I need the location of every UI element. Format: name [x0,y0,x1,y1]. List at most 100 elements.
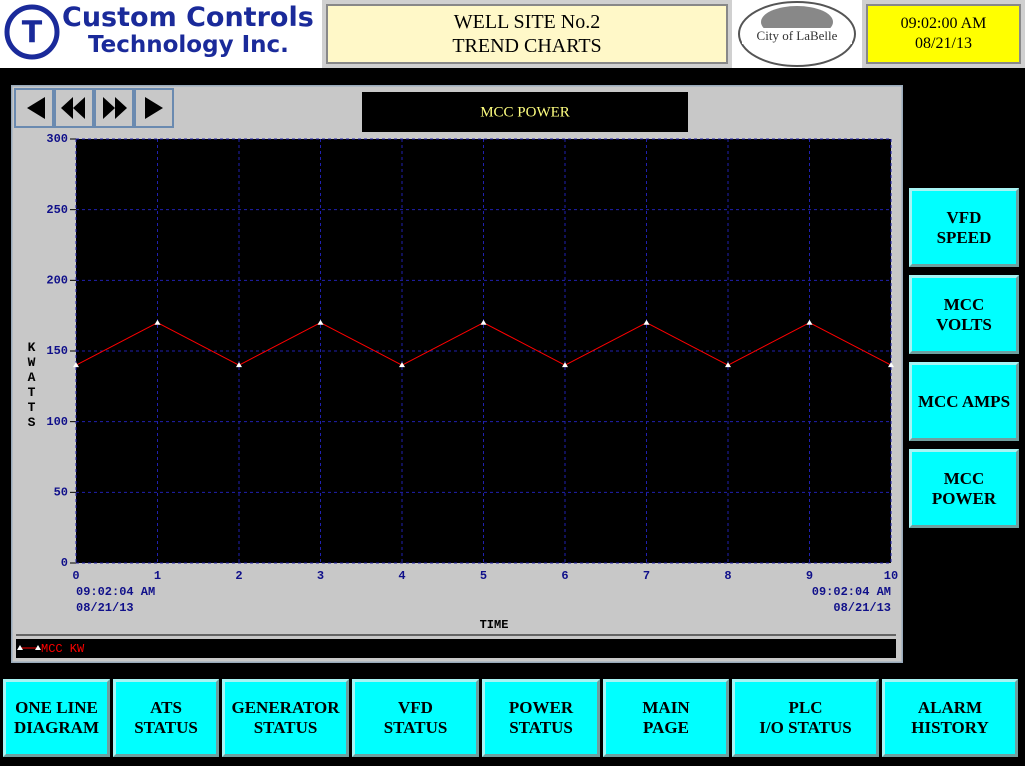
company-line: Technology Inc. [88,32,289,58]
nav-arrow [73,97,85,119]
x-tick-label: 0 [72,569,79,583]
side-button[interactable]: MCC VOLTS [909,275,1019,354]
title-line: TREND CHARTS [452,35,602,57]
city-name: City of LaBelle [732,28,862,44]
title-box: WELL SITE No.2 TREND CHARTS [326,4,728,64]
button-label: STATUS [509,718,573,737]
button-label: VFD [946,207,982,227]
clock-date: 08/21/13 [915,35,972,52]
button-label: DIAGRAM [14,718,99,737]
y-tick-label: 50 [54,486,68,500]
city-line: LaBelle [796,28,838,43]
chart-title: MCC POWER [480,104,570,120]
y-tick-label: 300 [46,132,68,146]
button-label: POWER [931,488,997,508]
point-marker [806,319,813,325]
clock: 09:02:00 AM 08/21/13 [866,4,1021,64]
logo-mark: T [4,4,60,60]
x-tick-label: 9 [806,569,813,583]
nav-buttons [14,88,174,128]
button-label: STATUS [383,718,448,737]
point-marker [399,362,405,368]
point-marker [236,362,242,368]
button-label: I/O STATUS [759,718,852,737]
company-logo: T Custom Controls Technology Inc. [0,0,322,68]
x-tick-label: 3 [317,569,324,583]
svg-text:T: T [22,16,43,51]
button-label: MCC [943,294,985,314]
button-label: ONE LINE [15,698,98,717]
bottom-button[interactable]: PLC I/O STATUS [732,679,879,757]
bottom-button[interactable]: ATS STATUS [113,679,219,757]
button-label: SPEED [936,227,992,247]
y-tick-label: 150 [46,344,68,358]
x-end-label: 08/21/13 [833,601,891,615]
side-button[interactable]: VFD SPEED [909,188,1019,267]
bottom-button[interactable]: ALARM HISTORY [882,679,1018,757]
legend-label: MCC KW [41,642,85,656]
button-label: ATS [150,698,182,717]
side-button[interactable]: MCC AMPS [909,362,1019,441]
bottom-button[interactable]: ONE LINE DIAGRAM [3,679,110,757]
legend [16,639,896,658]
button-label: STATUS [253,718,318,737]
button-label: HISTORY [911,718,989,737]
nav-arrow [115,97,127,119]
button-label: PAGE [643,718,689,737]
button-label: MAIN [642,698,690,717]
x-tick-label: 1 [154,569,161,583]
side-button[interactable]: MCC POWER [909,449,1019,528]
legend-marker [35,645,41,650]
x-start-label: 08/21/13 [76,601,134,615]
y-tick-label: 100 [46,415,68,429]
trend-chart: MCC POWER TIME 0 50 100 150 200 250 300 0 1 2 3 4 5 6… [11,85,903,663]
nav-arrow [103,97,115,119]
button-label: PLC [788,698,823,717]
point-marker [562,362,568,368]
x-tick-label: 5 [480,569,487,583]
x-end-label: 09:02:04 AM [812,585,891,599]
y-tick-label: 250 [46,203,68,217]
point-marker [888,362,894,368]
clock-time: 09:02:00 AM [900,15,987,32]
button-label: MCC AMPS [917,391,1011,411]
x-tick-label: 4 [398,569,405,583]
bottom-button[interactable]: GENERATOR STATUS [222,679,349,757]
y-tick-label: 200 [46,274,68,288]
button-label: POWER [508,698,574,717]
city-line: City of [756,28,794,43]
legend-marker [17,645,23,650]
title-line: WELL SITE No.2 [453,11,601,33]
x-start-label: 09:02:04 AM [76,585,155,599]
button-label: VOLTS [936,314,992,334]
point-marker [725,362,731,368]
button-label: ALARM [917,698,983,717]
y-axis-label: KWATTS [24,340,39,430]
point-marker [480,319,487,325]
point-marker [317,319,324,325]
button-label: MCC [943,468,985,488]
nav-arrow [27,97,45,119]
bottom-button[interactable]: MAIN PAGE [603,679,729,757]
x-tick-label: 8 [724,569,731,583]
clock-frame: 09:02:00 AM 08/21/13 [862,0,1025,68]
x-tick-label: 2 [235,569,242,583]
city-logo-mark [738,1,856,67]
button-label: GENERATOR [231,698,340,717]
x-tick-label: 7 [643,569,650,583]
chart-title-box [362,92,688,132]
point-marker [73,362,79,368]
point-marker [154,319,161,325]
bottom-button[interactable]: POWER STATUS [482,679,600,757]
button-label: STATUS [134,718,198,737]
x-tick-label: 10 [884,569,898,583]
nav-arrow [61,97,73,119]
company-line: Custom Controls [62,2,314,33]
y-tick-label: 0 [61,556,68,570]
bottom-button[interactable]: VFD STATUS [352,679,479,757]
nav-arrow [145,97,163,119]
city-logo: City of LaBelle [732,0,862,68]
point-marker [643,319,650,325]
title-frame: WELL SITE No.2 TREND CHARTS [322,0,732,68]
